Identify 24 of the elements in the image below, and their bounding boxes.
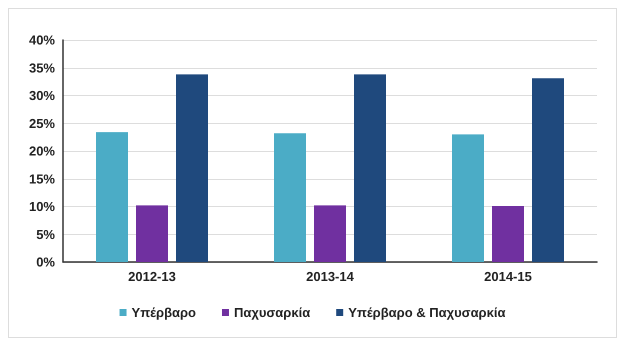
- bar: [314, 205, 346, 262]
- bar: [96, 132, 128, 262]
- bar: [452, 134, 484, 262]
- y-tick-label: 5%: [36, 226, 56, 242]
- y-tick-label: 20%: [28, 144, 56, 158]
- bar: [176, 74, 208, 262]
- y-tick-label: 15%: [28, 171, 56, 186]
- legend-label: Υπέρβαρο: [132, 305, 196, 320]
- bar: [354, 74, 386, 262]
- y-tick-label: 30%: [28, 88, 56, 103]
- y-tick-label: 10%: [28, 199, 56, 214]
- y-tick-label: 40%: [28, 32, 56, 48]
- legend-label: Παχυσαρκία: [234, 305, 310, 320]
- y-tick-label: 25%: [28, 116, 56, 131]
- x-tick-label: 2013-14: [306, 269, 355, 284]
- y-tick-label: 35%: [28, 60, 56, 76]
- bar: [274, 133, 306, 262]
- bar: [136, 205, 168, 262]
- x-tick-label: 2012-13: [128, 269, 176, 284]
- legend-label: Υπέρβαρο & Παχυσαρκία: [348, 305, 506, 320]
- x-tick-label: 2014-15: [484, 269, 532, 284]
- bar: [532, 78, 564, 262]
- y-tick-label: 0%: [36, 254, 56, 270]
- bar: [492, 206, 524, 262]
